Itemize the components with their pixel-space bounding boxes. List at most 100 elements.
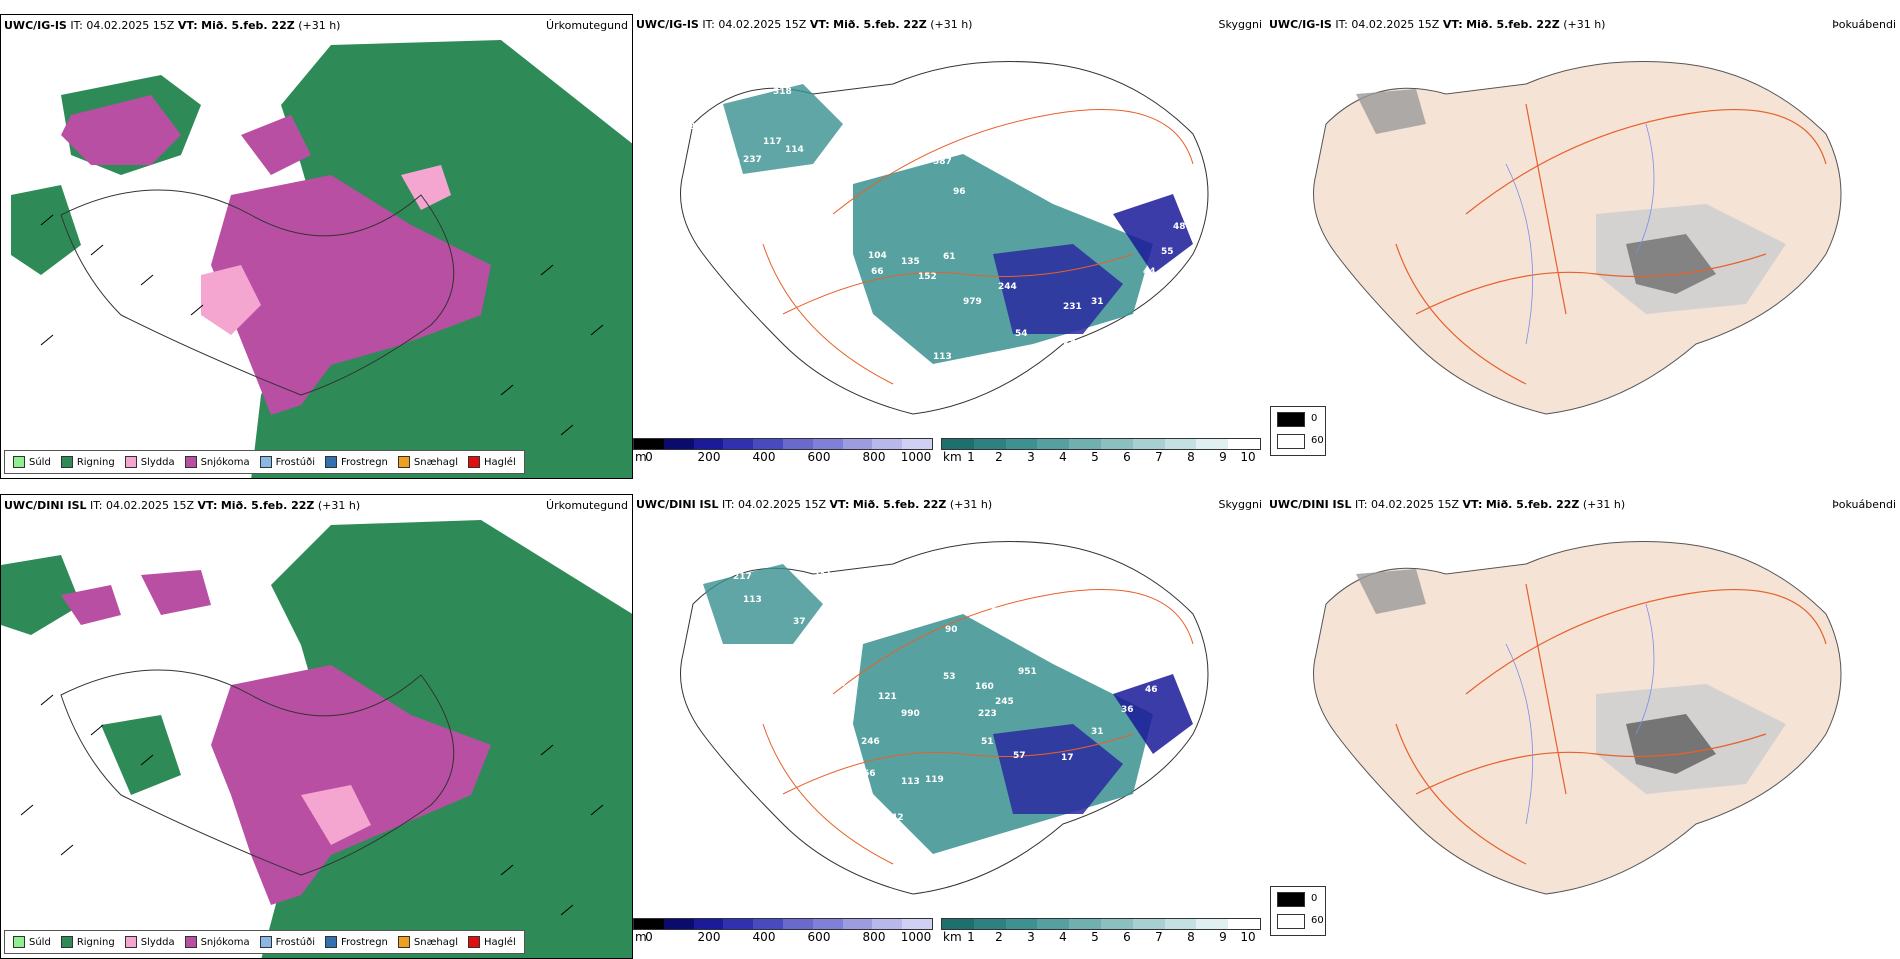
river [1505,163,1534,345]
cloud-base-label: 217 [733,572,752,582]
cloud-base-label: 194 [639,582,658,592]
cloud-base-label: 96 [953,187,966,197]
road [1525,103,1567,315]
road [832,589,1194,695]
cloud-base-label: 587 [933,157,952,167]
cloud-base-label: 37 [865,807,878,817]
cloud-base-label: 42 [891,813,904,823]
precip-type-panel-top: UWC/IG-IS IT: 04.02.2025 15Z VT: Mið. 5.… [0,14,633,479]
cloud-base-label: 119 [925,775,944,785]
colorbar-tick: 5 [1091,450,1099,464]
legend-item: Snæhagl [397,936,458,948]
legend-item: Haglél [468,456,516,468]
colorbar-tick: 10 [1240,930,1256,944]
sleet-area [301,785,371,845]
colorbar-tick: 200 [697,450,721,464]
fog-area [1356,569,1426,614]
cloud-base-label: 65 [1043,167,1056,177]
cloud-base-label: 95 [963,572,976,582]
road [762,723,894,865]
snow-area [61,95,181,165]
panel-variable-title: Úrkomutegund [546,19,628,32]
colorbar-tick: 800 [862,450,886,464]
visibility-map: 193 318 129 100 237 117 114 71 587 96 65… [680,61,1209,415]
cloud-base-label: 121 [878,692,897,702]
fog-indicator-panel-top: UWC/IG-IS IT: 04.02.2025 15Z VT: Mið. 5.… [1266,14,1900,479]
cloud-base-label: 245 [995,697,1014,707]
colorbar-tick: 2 [995,930,1003,944]
visibility-area [723,84,843,174]
colorbar-unit: km [943,930,962,944]
cloud-base-label: 135 [901,257,920,267]
cloud-base-label: 129 [693,157,712,167]
colorbar-tick: 1 [967,930,975,944]
colorbar-tick: 1000 [900,450,932,464]
visibility-colorbar: km 1 2 3 4 5 6 7 8 9 10 [941,918,1261,950]
road [1395,243,1527,385]
cloud-base-label: 89 [703,617,716,627]
road [1415,253,1767,315]
cloud-base-label: 152 [918,272,937,282]
cloud-base-label: 246 [861,737,880,747]
river [1635,123,1655,255]
fog-area [1356,89,1426,134]
cloud-base-label: 223 [978,709,997,719]
cloud-base-label: 44 [1143,267,1156,277]
cloud-base-label: 951 [1018,667,1037,677]
colorbar-tick: 8 [1187,450,1195,464]
legend-item: Súld [13,456,51,468]
road [1415,733,1767,795]
cloud-base-label: 54 [1015,329,1028,339]
panel-title: UWC/IG-IS IT: 04.02.2025 15Z VT: Mið. 5.… [636,18,973,31]
fog-legend-low: 0 [1311,413,1318,424]
legend-item: Frostregn [325,936,388,948]
road [1395,723,1527,865]
legend-item: Súld [13,936,51,948]
colorbar-tick: 0 [645,930,653,944]
road [782,253,1134,315]
cloud-base-label: 36 [1121,705,1134,715]
coastline [60,669,455,876]
cloud-base-label: 100 [721,157,740,167]
colorbar-tick: 6 [1123,450,1131,464]
legend-item: Haglél [468,936,516,948]
cloud-base-label: 31 [1091,297,1104,307]
colorbar-tick: 9 [1219,450,1227,464]
cloud-base-label: 128 [813,227,832,237]
fog-legend: 0 60 [1270,406,1326,456]
colorbar-tick: 1000 [900,930,932,944]
cloud-base-label: 237 [743,155,762,165]
colorbar-unit: m [635,930,647,944]
rain-area [1,555,81,635]
cloud-base-label: 53 [1173,659,1186,669]
cloud-base-label: 113 [743,595,762,605]
cloud-base-label: 77 [991,607,1004,617]
cloud-base-label: 31 [1091,727,1104,737]
colorbar-tick: 0 [645,450,653,464]
cloud-visibility-panel-top: UWC/IG-IS IT: 04.02.2025 15Z VT: Mið. 5.… [633,14,1266,479]
cloud-base-colorbar: m 0 200 400 600 800 1000 [633,438,933,470]
road [1465,108,1827,215]
snow-area [141,570,211,615]
cloud-base-label: 114 [785,145,804,155]
colorbar-tick: 4 [1059,450,1067,464]
cloud-base-label: 36 [920,385,933,395]
panel-title: UWC/IG-IS IT: 04.02.2025 15Z VT: Mið. 5.… [1269,18,1606,31]
cloud-base-label: 62 [1178,192,1191,202]
cloud-base-label: 113 [901,777,920,787]
cloud-base-area [1113,674,1193,754]
road [762,243,894,385]
cloud-base-colorbar: m 0 200 400 600 800 1000 [633,918,933,950]
cloud-base-label: 90 [945,625,958,635]
colorbar-tick: 7 [1155,450,1163,464]
visibility-map: 194 217 331 89 113 37 95 90 77 482 951 5… [639,541,1209,895]
colorbar-tick: 1 [967,450,975,464]
cloud-base-label: 113 [933,352,952,362]
cloud-base-label: 17 [1061,753,1074,763]
fog-legend: 0 60 [1270,886,1326,936]
cloud-base-label: 53 [943,672,956,682]
colorbar-tick: 800 [862,930,886,944]
cloud-base-label: 990 [901,709,920,719]
colorbar-tick: 7 [1155,930,1163,944]
cloud-base-label: 46 [1145,685,1158,695]
